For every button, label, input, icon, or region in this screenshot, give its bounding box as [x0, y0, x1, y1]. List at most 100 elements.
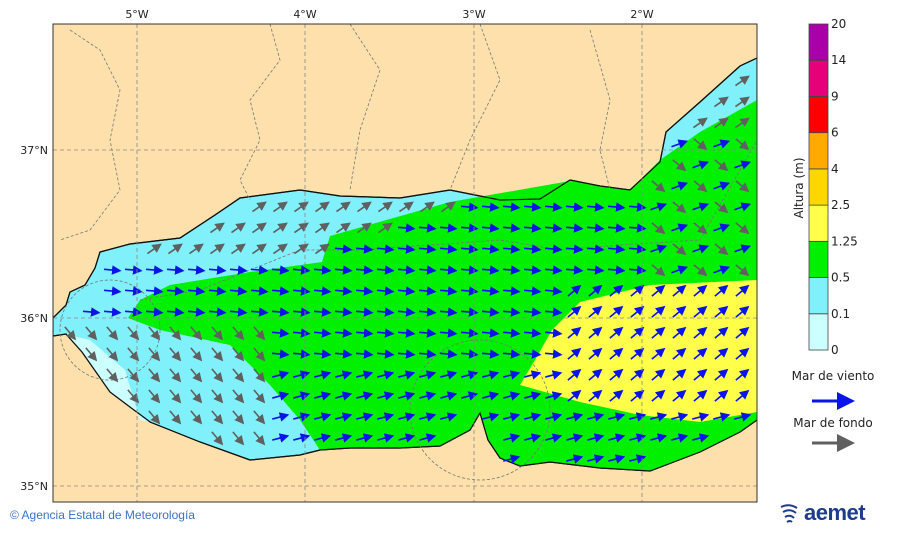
swell-arrow	[85, 347, 98, 362]
swell-arrow	[167, 243, 183, 255]
wind-sea-arrow	[609, 347, 624, 360]
wind-sea-arrow	[735, 389, 750, 402]
wave-direction-arrows	[64, 75, 752, 464]
wind-sea-arrow	[523, 223, 542, 233]
wind-sea-arrow	[376, 244, 395, 254]
wind-sea-arrow	[523, 286, 542, 296]
wind-sea-arrow	[419, 433, 437, 443]
wind-sea-arrow	[439, 328, 458, 338]
wind-sea-arrow	[124, 307, 143, 317]
swell-arrow	[232, 347, 245, 362]
wind-sea-arrow	[544, 265, 563, 275]
wind-sea-arrow	[672, 389, 687, 402]
wind-sea-arrow	[523, 202, 542, 212]
wind-sea-arrow	[588, 389, 603, 402]
wind-sea-arrow	[629, 412, 647, 422]
wind-sea-arrow	[734, 412, 752, 422]
wind-sea-arrow	[566, 433, 584, 443]
wind-sea-arrow	[461, 370, 479, 380]
wind-sea-arrow	[714, 347, 729, 360]
wind-sea-arrow	[565, 265, 584, 275]
wind-sea-arrow	[629, 433, 647, 443]
swell-arrow	[713, 117, 729, 129]
wind-sea-arrow	[503, 412, 521, 422]
wind-sea-arrow	[271, 328, 290, 338]
wind-sea-arrow	[630, 347, 645, 360]
swell-arrow	[190, 410, 203, 425]
wind-sea-arrow	[524, 433, 542, 443]
wind-sea-arrow	[544, 286, 563, 296]
swell-arrow	[211, 431, 224, 446]
wind-sea-arrow	[481, 286, 500, 296]
swell-arrow	[735, 264, 750, 277]
wind-sea-arrow	[523, 328, 542, 338]
wind-sea-arrow	[418, 349, 437, 359]
wind-sea-arrow	[187, 265, 206, 275]
wind-sea-arrow	[586, 223, 605, 233]
wind-sea-arrow	[502, 265, 521, 275]
wind-sea-arrow	[587, 454, 605, 464]
wind-sea-arrow	[651, 326, 666, 339]
wind-sea-arrow	[292, 307, 311, 317]
wind-sea-arrow	[671, 433, 689, 443]
wind-sea-arrow	[693, 347, 708, 360]
wind-sea-arrow	[607, 265, 626, 275]
wind-sea-arrow	[587, 433, 605, 443]
wind-sea-arrow	[208, 286, 227, 296]
lon-label: 2°W	[630, 8, 653, 21]
wind-sea-arrow	[272, 370, 290, 380]
wind-sea-arrow	[544, 328, 563, 338]
swell-arrow	[272, 201, 288, 213]
wind-sea-arrow	[693, 305, 708, 318]
wind-sea-arrow	[545, 391, 563, 401]
wind-sea-arrow	[313, 307, 332, 317]
wind-sea-arrow	[693, 284, 708, 297]
swell-arrow	[106, 368, 119, 383]
swell-arrow	[106, 326, 119, 341]
wind-sea-arrow	[103, 307, 122, 317]
wind-sea-arrow	[714, 284, 729, 297]
swell-arrow	[169, 410, 182, 425]
wind-sea-arrow	[377, 412, 395, 422]
wind-sea-arrow	[314, 391, 332, 401]
wind-sea-arrow	[229, 307, 248, 317]
swell-arrow	[377, 201, 393, 213]
lat-label: 35°N	[20, 480, 48, 493]
wind-sea-arrow	[292, 349, 311, 359]
wind-sea-arrow	[671, 223, 689, 233]
wind-sea-arrow	[418, 244, 437, 254]
swell-arrow	[314, 222, 330, 234]
wind-sea-arrow	[714, 368, 729, 381]
swell-arrow	[672, 243, 687, 256]
wind-sea-arrow	[608, 454, 626, 464]
wind-sea-arrow	[545, 370, 563, 380]
wind-sea-arrow	[313, 265, 332, 275]
wind-sea-arrow	[693, 389, 708, 402]
swell-arrow	[232, 389, 245, 404]
wind-sea-arrow	[376, 349, 395, 359]
swell-arrow	[169, 368, 182, 383]
wind-sea-arrow	[271, 286, 290, 296]
wind-sea-arrow	[672, 347, 687, 360]
wind-sea-arrow	[250, 307, 269, 317]
wind-sea-arrow	[271, 307, 290, 317]
wind-sea-arrow	[334, 328, 353, 338]
swell-arrow	[127, 326, 140, 341]
swell-arrow	[169, 389, 182, 404]
wind-sea-arrow	[377, 391, 395, 401]
wind-sea-arrow	[586, 265, 605, 275]
wind-sea-arrow	[355, 244, 374, 254]
wind-sea-arrow	[439, 244, 458, 254]
wind-sea-arrow	[567, 389, 582, 402]
wind-sea-arrow	[397, 244, 416, 254]
wind-sea-arrow	[334, 286, 353, 296]
swell-arrow	[293, 243, 309, 255]
swell-arrow	[735, 138, 750, 151]
wind-sea-arrow	[481, 265, 500, 275]
legend-swatch	[808, 59, 829, 97]
wind-sea-arrow	[419, 412, 437, 422]
wind-sea-label: Mar de viento	[792, 369, 875, 383]
wind-sea-arrow	[355, 349, 374, 359]
legend-level-label: 1.25	[831, 234, 858, 248]
